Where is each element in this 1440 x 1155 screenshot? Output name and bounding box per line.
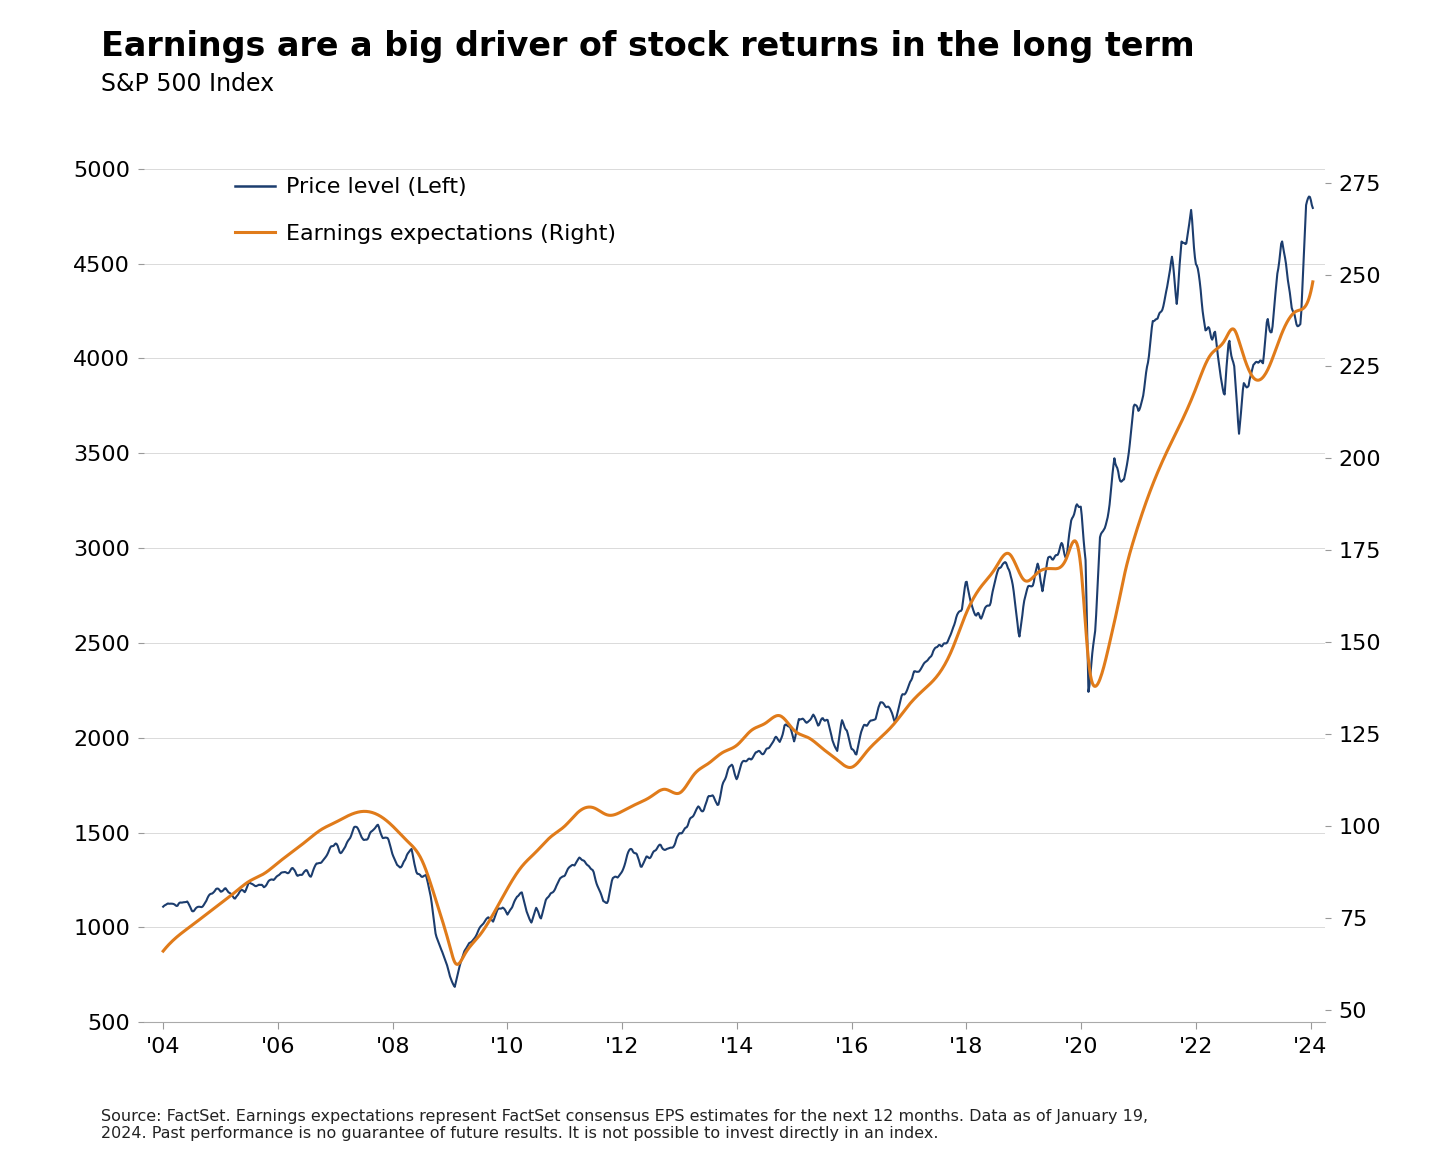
Text: Source: FactSet. Earnings expectations represent FactSet consensus EPS estimates: Source: FactSet. Earnings expectations r…: [101, 1109, 1148, 1141]
Text: Earnings are a big driver of stock returns in the long term: Earnings are a big driver of stock retur…: [101, 30, 1194, 64]
Text: S&P 500 Index: S&P 500 Index: [101, 72, 274, 96]
Legend: Price level (Left), Earnings expectations (Right): Price level (Left), Earnings expectation…: [226, 169, 625, 253]
